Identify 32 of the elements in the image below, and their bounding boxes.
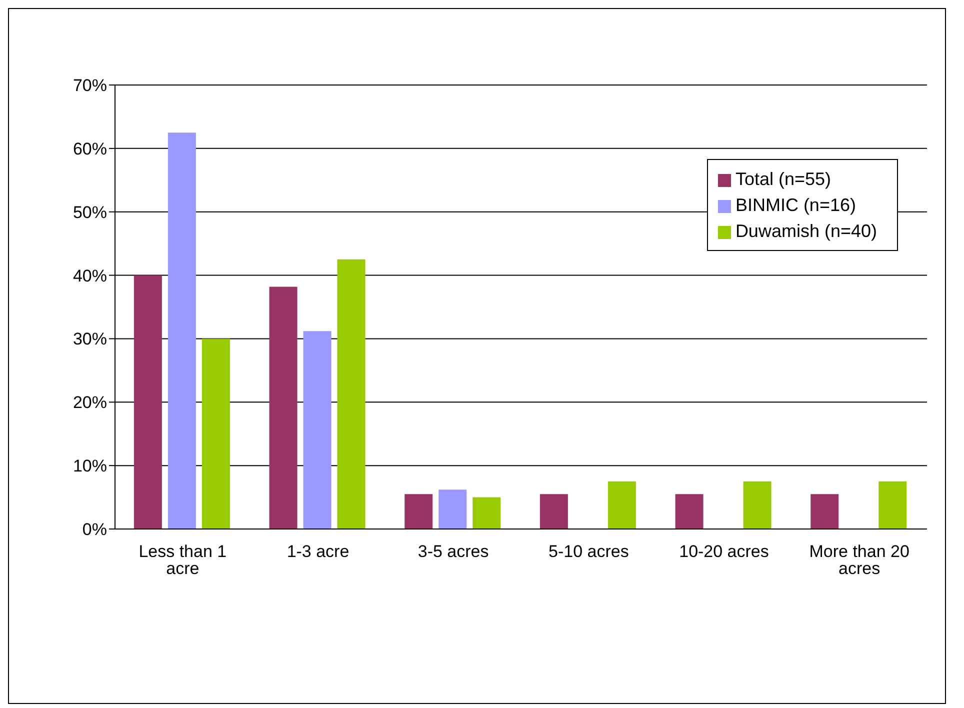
y-tick-label: 20% xyxy=(72,393,107,412)
bar xyxy=(404,494,433,529)
bar xyxy=(438,490,467,529)
x-tick-label: 5-10 acres xyxy=(548,542,629,562)
bar xyxy=(810,494,839,529)
legend-label: Duwamish (n=40) xyxy=(735,221,877,241)
bar xyxy=(608,481,636,529)
x-tick-label: 3-5 acres xyxy=(418,542,489,562)
bar xyxy=(269,286,298,529)
y-tick-label: 30% xyxy=(72,330,107,349)
bar xyxy=(540,494,568,529)
legend-label: Total (n=55) xyxy=(735,169,831,189)
x-tick-label: More than 20 acres xyxy=(809,542,910,578)
x-tick-label: 1-3 acre xyxy=(286,542,350,562)
bar xyxy=(472,497,501,529)
y-tick-label: 60% xyxy=(72,139,107,158)
bar xyxy=(743,481,772,529)
x-tick-label: Less than 1 acre xyxy=(138,542,227,578)
bar xyxy=(202,338,230,529)
bar xyxy=(303,331,332,529)
bar xyxy=(337,259,366,529)
y-tick-label: 10% xyxy=(72,456,107,476)
legend-label: BINMIC (n=16) xyxy=(735,195,856,215)
bar xyxy=(134,275,162,529)
y-tick-label: 40% xyxy=(72,266,107,286)
x-tick-label: 10-20 acres xyxy=(679,542,769,562)
bar xyxy=(878,481,907,529)
y-tick-label: 70% xyxy=(72,76,107,96)
bar xyxy=(675,494,704,529)
bar xyxy=(168,132,196,529)
y-tick-label: 0% xyxy=(82,520,107,540)
y-tick-label: 50% xyxy=(72,202,107,222)
